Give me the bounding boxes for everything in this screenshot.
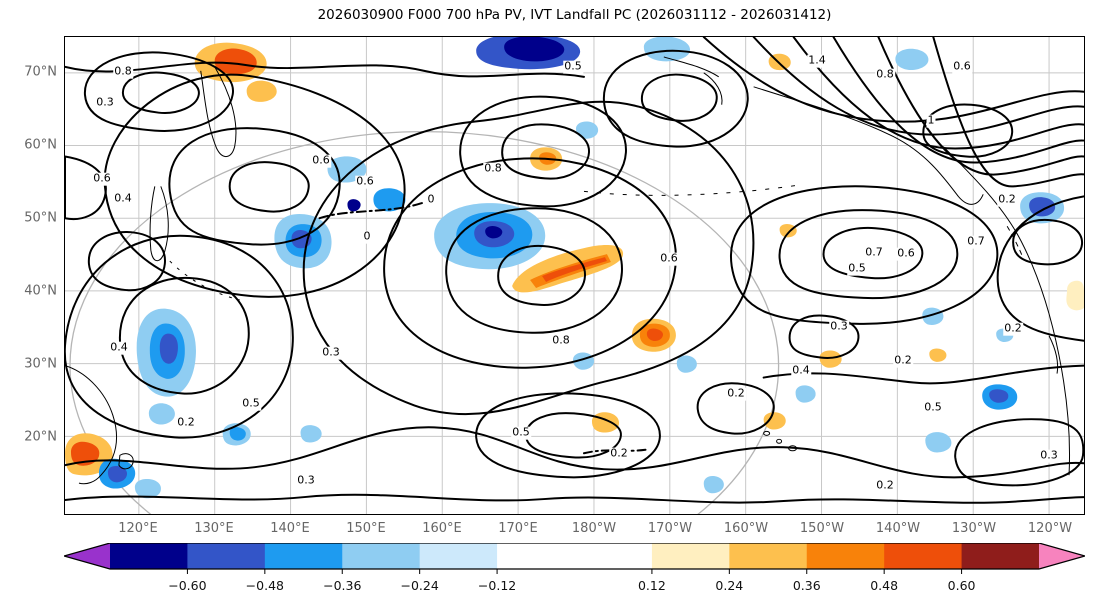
colorbar-segment xyxy=(961,543,1040,569)
contour-label: 0.3 xyxy=(321,345,341,360)
y-tick-label: 50°N xyxy=(24,210,57,226)
contour-label: 0.2 xyxy=(997,192,1017,207)
contour-label: 0.4 xyxy=(113,191,133,206)
colorbar-tick-label: 0.12 xyxy=(637,578,666,593)
colorbar-segment xyxy=(110,543,189,569)
x-tick-label: 170°W xyxy=(647,521,693,536)
y-tick-label: 40°N xyxy=(24,283,57,299)
contour-label: 0.3 xyxy=(296,473,316,488)
colorbar-over-arrow xyxy=(1039,543,1085,569)
colorbar-segment xyxy=(187,543,266,569)
x-tick-label: 150°E xyxy=(346,521,386,536)
coastlines xyxy=(65,56,1071,485)
colorbar-segment xyxy=(884,543,963,569)
colorbar-tick-label: 0.24 xyxy=(715,578,744,593)
contour-label: 0.7 xyxy=(966,234,986,249)
colorbar-segment xyxy=(729,543,808,569)
contour-label: 0.3 xyxy=(829,319,849,334)
contour-label: 0.2 xyxy=(609,446,629,461)
y-tick-label: 70°N xyxy=(24,64,57,80)
pv-contour-lines xyxy=(65,37,1084,504)
x-tick-label: 130°E xyxy=(194,521,234,536)
colorbar-tick-label: 0.36 xyxy=(792,578,821,593)
colorbar-outline xyxy=(64,543,1085,570)
x-tick-label: 140°E xyxy=(270,521,310,536)
contour-label: 0.5 xyxy=(563,59,583,74)
colorbar-segment xyxy=(419,543,498,569)
contour-label: 0.8 xyxy=(113,64,133,79)
colorbar-tick-label: −0.12 xyxy=(477,578,517,593)
contour-label: 0.7 xyxy=(864,245,884,260)
colorbar-segment xyxy=(497,543,576,569)
x-tick-label: 170°E xyxy=(498,521,538,536)
shaded-anomaly-patches xyxy=(65,37,1084,499)
contour-label: 0.6 xyxy=(92,171,112,186)
colorbar-segment xyxy=(806,543,885,569)
contour-label: 0.2 xyxy=(1003,321,1023,336)
contour-label: 0.8 xyxy=(875,67,895,82)
colorbar-segment xyxy=(264,543,343,569)
contour-label: 0.5 xyxy=(511,425,531,440)
contour-label: 1.4 xyxy=(807,53,827,68)
page-title: 2026030900 F000 700 hPa PV, IVT Landfall… xyxy=(317,7,832,23)
contour-label: 0 xyxy=(362,229,372,244)
colorbar-tick-label: 0.48 xyxy=(870,578,899,593)
contour-label: 0.6 xyxy=(659,251,679,266)
colorbar-tick-label: −0.48 xyxy=(245,578,284,593)
x-tick-label: 160°W xyxy=(723,521,769,536)
contour-label: 0.4 xyxy=(109,340,129,355)
contour-label: 0.6 xyxy=(311,153,331,168)
colorbar: −0.60 −0.48 −0.36 −0.24 −0.12 0.12 0.24 0.36 0.4… xyxy=(64,543,1085,603)
contour-label: 0.2 xyxy=(726,386,746,401)
y-tick-label: 60°N xyxy=(24,137,57,153)
contour-label: 0.3 xyxy=(1039,448,1059,463)
contour-label: 0.3 xyxy=(95,95,115,110)
contour-label: 0.2 xyxy=(875,478,895,493)
colorbar-under-arrow xyxy=(64,543,110,569)
contour-label: 0.5 xyxy=(847,261,867,276)
contour-label: 0.2 xyxy=(176,415,196,430)
x-tick-label: 120°E xyxy=(118,521,158,536)
contour-label: 1 xyxy=(926,113,936,128)
map-plot-area: 0.8 0.3 0.6 0.4 0.6 0 0 0.8 0.5 0.6 0.4 0.3 0.5 0.2 0.… xyxy=(64,36,1085,515)
x-tick-label: 160°E xyxy=(422,521,462,536)
y-tick-label: 20°N xyxy=(24,429,57,445)
map-canvas xyxy=(65,37,1084,514)
contour-label: 0.6 xyxy=(896,246,916,261)
x-tick-label: 130°W xyxy=(951,521,997,536)
x-tick-label: 180°W xyxy=(571,521,617,536)
x-tick-label: 140°W xyxy=(875,521,921,536)
colorbar-canvas xyxy=(64,543,1085,574)
contour-label: 0.8 xyxy=(483,161,503,176)
contour-label: 0.4 xyxy=(791,363,811,378)
colorbar-segment xyxy=(342,543,421,569)
colorbar-segment xyxy=(651,543,730,569)
contour-label: 0.6 xyxy=(952,59,972,74)
contour-label: 0.8 xyxy=(551,333,571,348)
colorbar-tick-label: −0.36 xyxy=(323,578,362,593)
contour-label: 0.5 xyxy=(241,396,261,411)
y-tick-label: 30°N xyxy=(24,356,57,372)
contour-label: 0.6 xyxy=(355,174,375,189)
x-tick-label: 150°W xyxy=(799,521,845,536)
colorbar-segment xyxy=(574,543,653,569)
contour-label: 0.2 xyxy=(893,353,913,368)
colorbar-tick-label: −0.24 xyxy=(400,578,439,593)
contour-label: 0.5 xyxy=(923,400,943,415)
colorbar-tick-label: −0.60 xyxy=(168,578,207,593)
contour-label: 0 xyxy=(426,192,436,207)
colorbar-tick-label: 0.60 xyxy=(947,578,976,593)
x-tick-label: 120°W xyxy=(1027,521,1073,536)
